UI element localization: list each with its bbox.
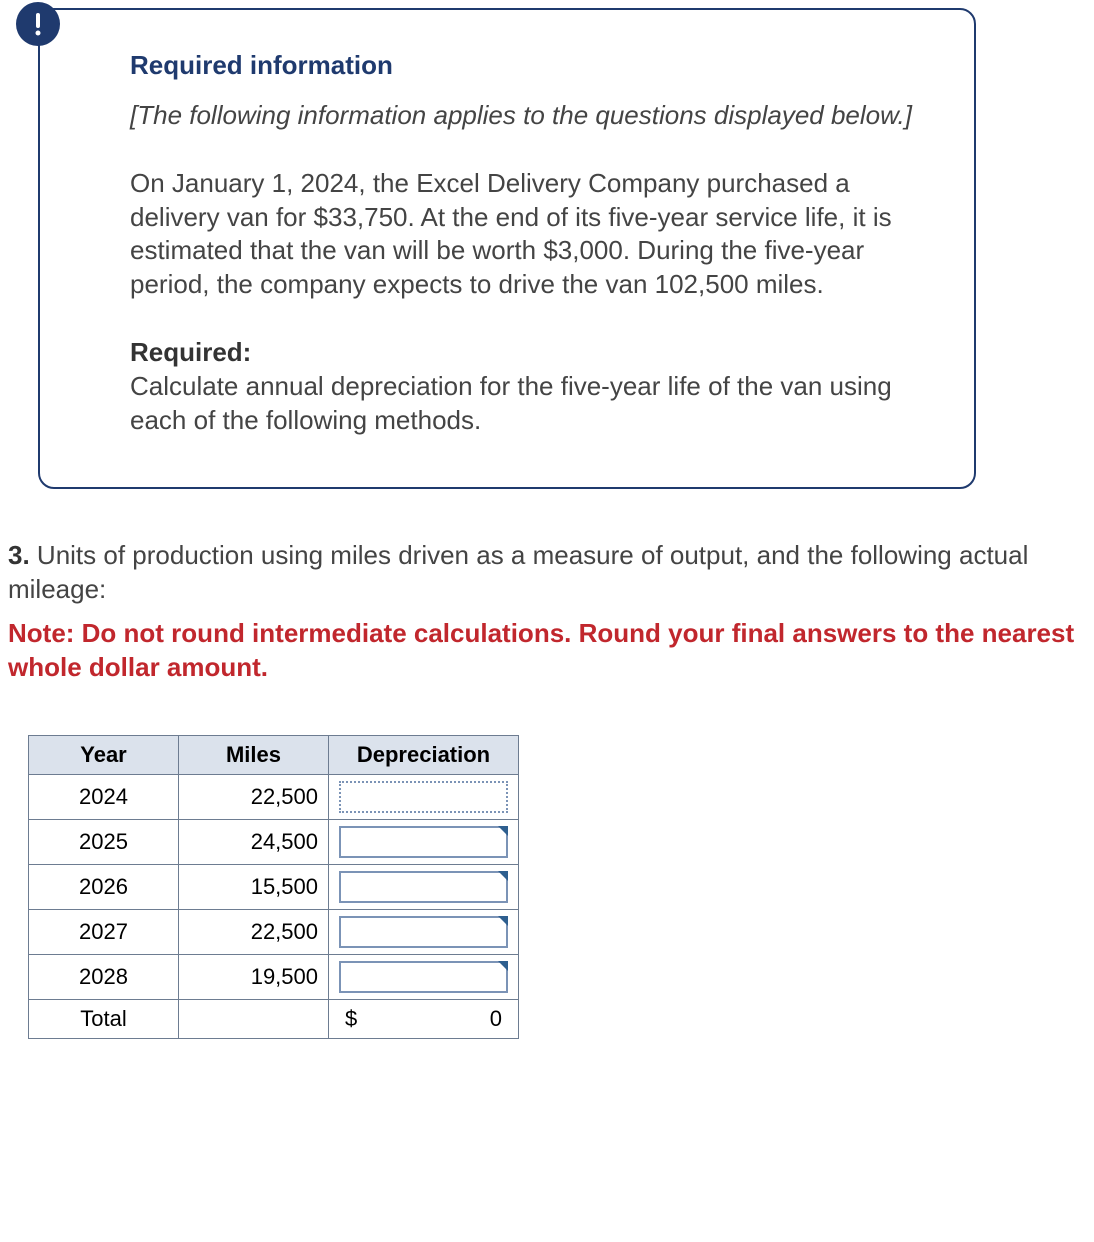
cell-year: 2028 [29, 954, 179, 999]
depreciation-input[interactable] [339, 781, 508, 813]
cell-indicator-icon [498, 961, 508, 971]
depreciation-input[interactable] [339, 961, 508, 993]
total-value: 0 [490, 1006, 502, 1032]
cell-depreciation [329, 774, 519, 819]
table-row: 202722,500 [29, 909, 519, 954]
total-currency: $ [345, 1006, 357, 1032]
cell-miles: 22,500 [179, 909, 329, 954]
table-row: 202422,500 [29, 774, 519, 819]
required-block: Required: Calculate annual depreciation … [130, 336, 934, 437]
cell-year: 2026 [29, 864, 179, 909]
col-header-depreciation: Depreciation [329, 735, 519, 774]
info-italic-note: [The following information applies to th… [130, 99, 934, 133]
cell-year: 2027 [29, 909, 179, 954]
question-3-text: 3. Units of production using miles drive… [8, 539, 1086, 607]
cell-indicator-icon [498, 826, 508, 836]
table-row: 202524,500 [29, 819, 519, 864]
cell-miles: 15,500 [179, 864, 329, 909]
required-info-heading: Required information [130, 50, 934, 81]
cell-depreciation [329, 864, 519, 909]
required-info-container: Required information [The following info… [8, 8, 1086, 489]
table-row: 202615,500 [29, 864, 519, 909]
cell-indicator-icon [498, 871, 508, 881]
total-miles [179, 999, 329, 1038]
info-box: Required information [The following info… [38, 8, 976, 489]
total-depreciation: $ 0 [329, 999, 519, 1038]
question-note: Note: Do not round intermediate calculat… [8, 617, 1086, 685]
question-number: 3. [8, 540, 30, 570]
col-header-year: Year [29, 735, 179, 774]
depreciation-input[interactable] [339, 871, 508, 903]
cell-miles: 19,500 [179, 954, 329, 999]
cell-miles: 24,500 [179, 819, 329, 864]
cell-year: 2024 [29, 774, 179, 819]
cell-year: 2025 [29, 819, 179, 864]
cell-miles: 22,500 [179, 774, 329, 819]
total-label: Total [29, 999, 179, 1038]
depreciation-input[interactable] [339, 826, 508, 858]
depreciation-table: Year Miles Depreciation 202422,500202524… [28, 735, 519, 1039]
alert-icon [16, 2, 60, 46]
info-body-text: On January 1, 2024, the Excel Delivery C… [130, 167, 934, 302]
cell-depreciation [329, 909, 519, 954]
depreciation-input[interactable] [339, 916, 508, 948]
cell-depreciation [329, 954, 519, 999]
col-header-miles: Miles [179, 735, 329, 774]
cell-indicator-icon [498, 916, 508, 926]
required-label: Required: [130, 337, 251, 367]
table-row: 202819,500 [29, 954, 519, 999]
question-body: Units of production using miles driven a… [8, 540, 1028, 604]
cell-depreciation [329, 819, 519, 864]
required-text: Calculate annual depreciation for the fi… [130, 371, 892, 435]
